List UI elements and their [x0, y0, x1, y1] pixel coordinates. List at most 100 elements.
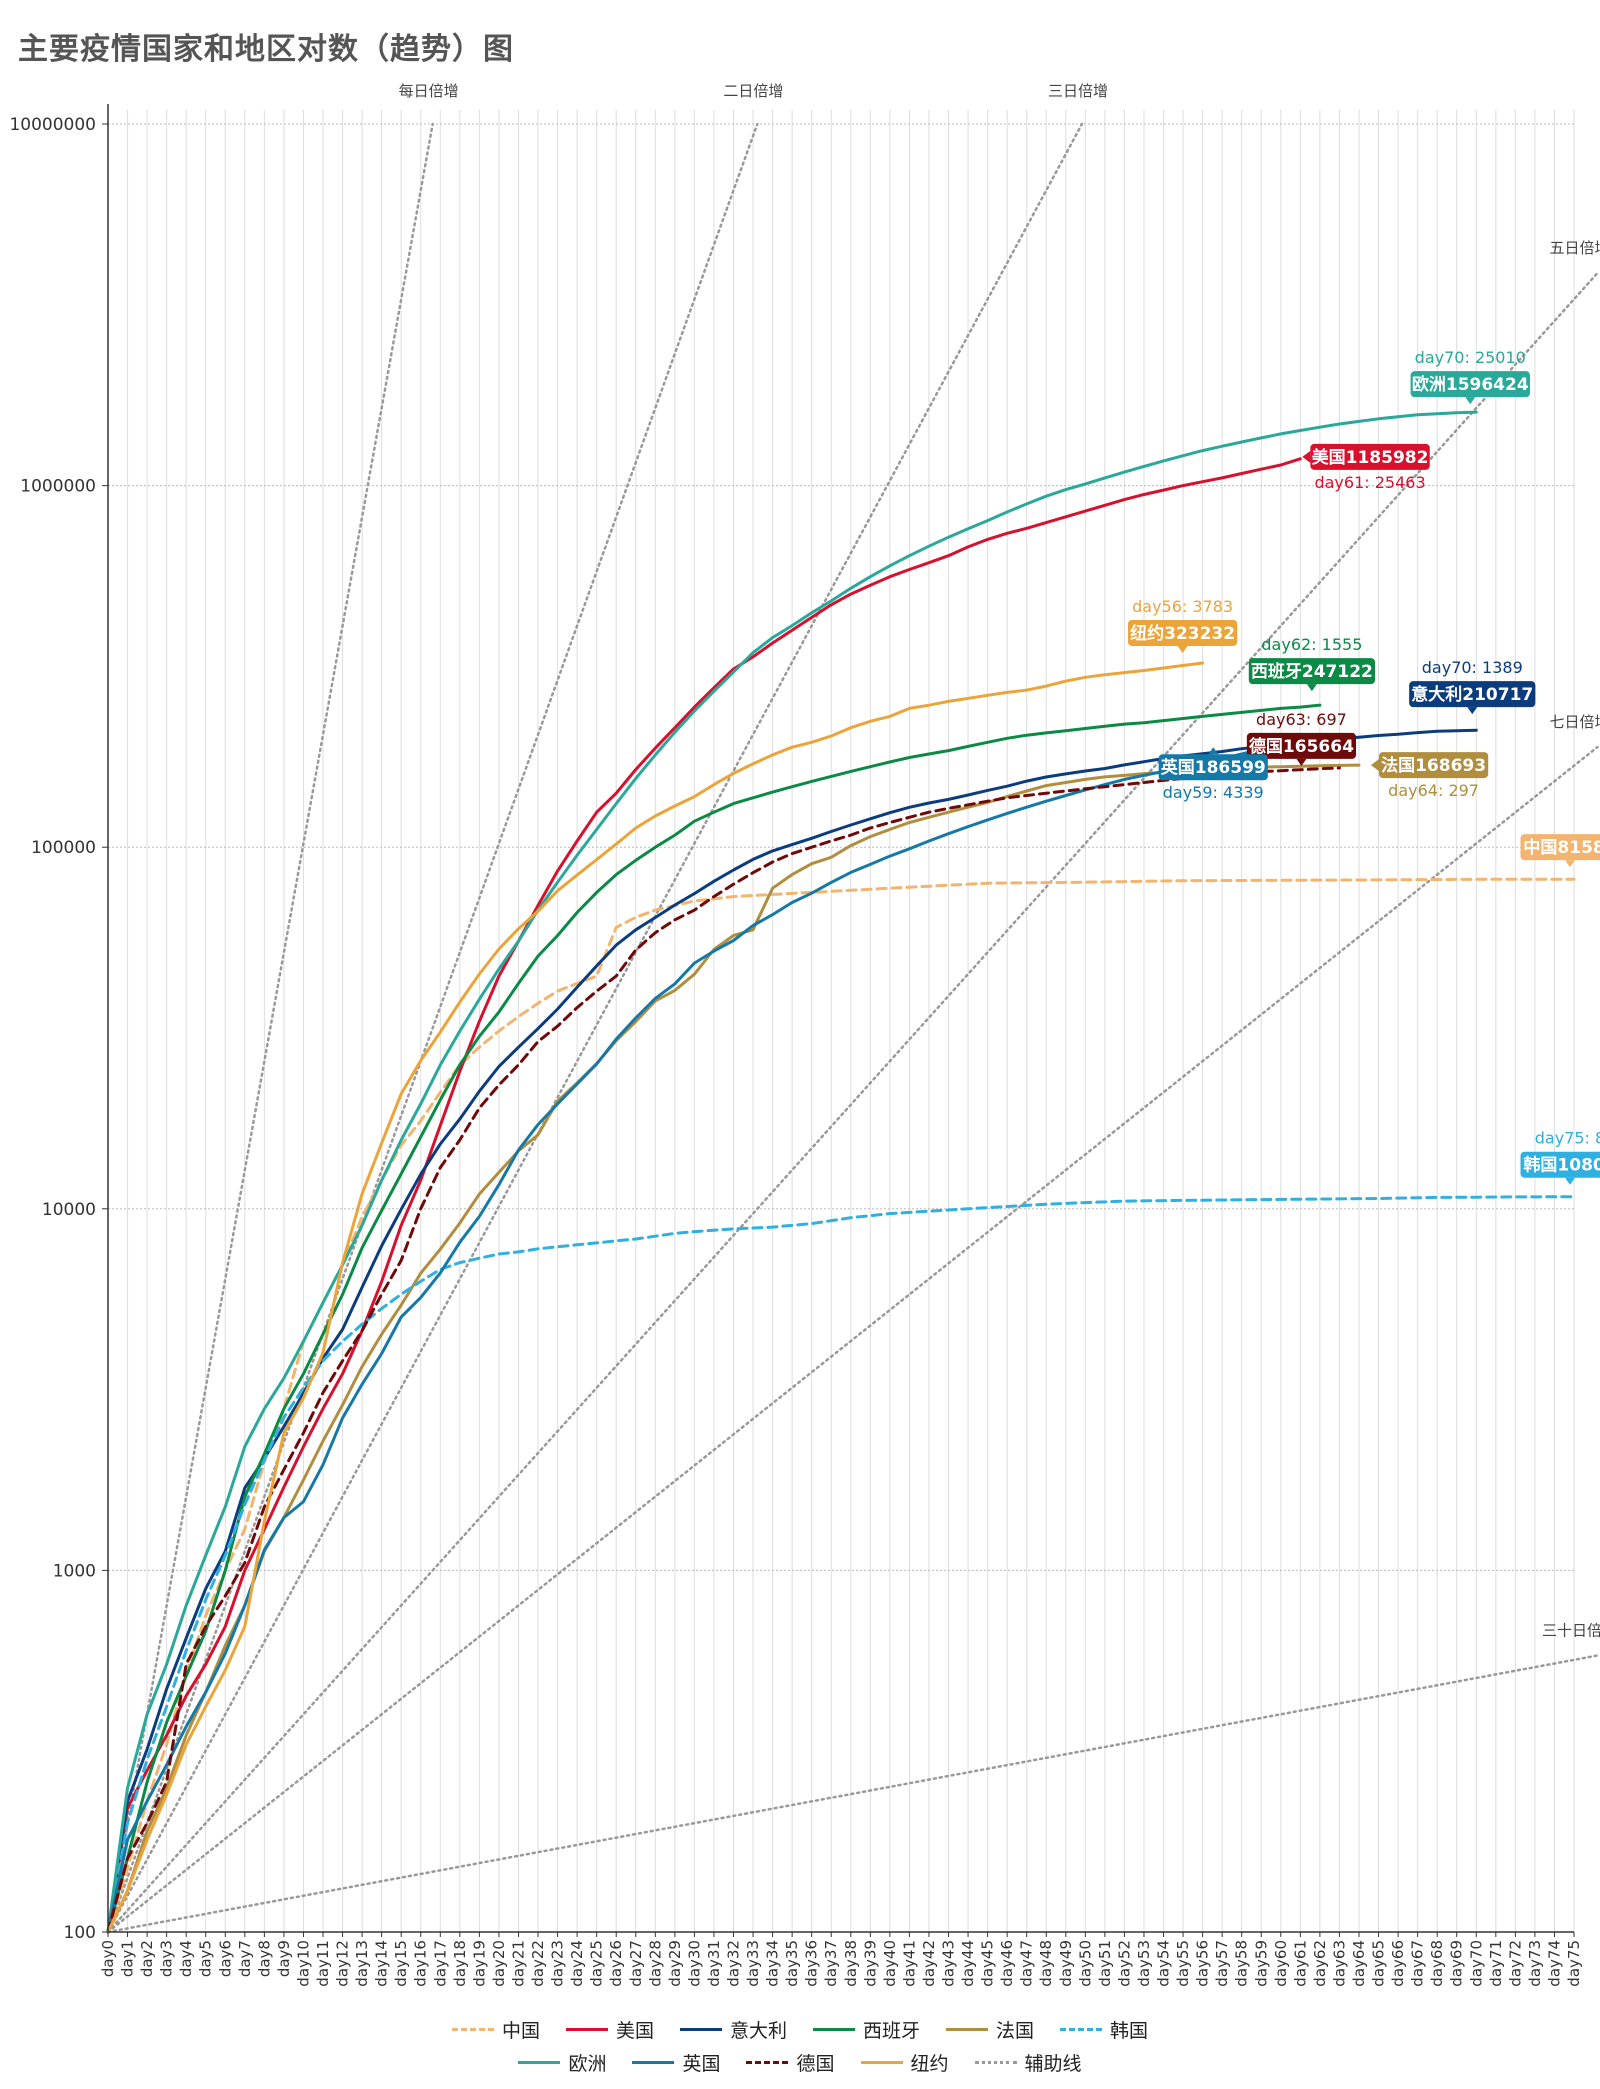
annotation-西班牙: 西班牙247122 day62: 1555 — [1248, 635, 1375, 692]
x-tick-label: day10 — [294, 1940, 312, 1987]
annotation-badge-label: 英国186599 — [1161, 757, 1266, 778]
x-tick-label: day2 — [138, 1940, 156, 1977]
annotation-badge — [1310, 443, 1430, 470]
annotation-badge-label: 韩国10801 — [1523, 1155, 1600, 1176]
x-tick-label: day0 — [99, 1940, 117, 1977]
x-tick-label: day42 — [920, 1940, 938, 1987]
legend-swatch — [813, 2028, 855, 2031]
x-tick-label: day19 — [470, 1940, 488, 1987]
annotation-纽约: 纽约323232 day56: 3783 — [1128, 597, 1238, 653]
annotation-badge — [1520, 1151, 1600, 1178]
reference-line — [106, 122, 434, 1934]
annotation-欧洲: 欧洲1596424 day70: 25010 — [1410, 348, 1530, 405]
x-tick-label: day75 — [1565, 1940, 1583, 1987]
annotation-pointer — [1565, 1177, 1575, 1185]
x-tick-label: day72 — [1506, 1940, 1524, 1987]
x-tick-label: day43 — [940, 1940, 958, 1987]
annotation-pointer — [1302, 450, 1311, 463]
x-tick-label: day27 — [627, 1940, 645, 1987]
legend-swatch — [860, 2061, 903, 2064]
legend-row-1: 中国 美国 意大利 西班牙 法国 韩国 — [0, 2016, 1600, 2043]
reference-line — [106, 122, 759, 1934]
legend-label: 意大利 — [729, 2020, 787, 2042]
legend-item: 西班牙 — [813, 2016, 920, 2043]
annotation-note: day70: 25010 — [1415, 348, 1526, 367]
series-lines — [106, 410, 1576, 1934]
x-tick-label: day64 — [1350, 1940, 1368, 1987]
series-line-中国 — [106, 877, 1576, 1934]
legend-item: 美国 — [565, 2016, 654, 2043]
x-tick-label: day23 — [549, 1940, 567, 1987]
x-tick-label: day24 — [568, 1940, 586, 1987]
x-tick-label: day53 — [1135, 1940, 1153, 1987]
reference-line — [106, 122, 1084, 1934]
x-tick-label: day52 — [1115, 1940, 1133, 1987]
annotation-badge-label: 法国168693 — [1381, 755, 1486, 776]
x-tick-label: day59 — [1252, 1940, 1270, 1987]
x-tick-label: day13 — [353, 1940, 371, 1987]
annotation-pointer — [1208, 747, 1219, 755]
annotation-pointer — [1467, 707, 1478, 715]
series-line-英国 — [106, 747, 1263, 1934]
x-tick-label: day44 — [959, 1940, 977, 1987]
x-tick-label: day3 — [158, 1940, 176, 1977]
x-tick-label: day61 — [1291, 1940, 1309, 1987]
legend-item: 中国 — [451, 2016, 540, 2043]
reference-line-label: 五日倍增 — [1549, 239, 1600, 257]
x-tick-label: day69 — [1448, 1940, 1466, 1987]
reference-lines: 每日倍增 二日倍增 三日倍增五日倍增七日倍增三十日倍增 — [106, 82, 1600, 1934]
x-tick-label: day36 — [803, 1940, 821, 1987]
x-tick-label: day17 — [431, 1940, 449, 1987]
legend-swatch — [565, 2028, 608, 2031]
x-tick-label: day8 — [255, 1940, 273, 1977]
reference-line-label: 每日倍增 — [399, 82, 459, 100]
x-tick-label: day74 — [1545, 1940, 1563, 1987]
x-tick-label: day28 — [646, 1940, 664, 1987]
chart-title: 主要疫情国家和地区对数（趋势）图 — [18, 32, 514, 67]
x-tick-label: day12 — [334, 1940, 352, 1987]
legend-swatch — [974, 2061, 1017, 2064]
legend-item: 意大利 — [679, 2016, 787, 2043]
series-line-美国 — [106, 457, 1302, 1934]
annotation-badge — [1378, 752, 1489, 779]
x-tick-label: day48 — [1037, 1940, 1055, 1987]
x-tick-label: day22 — [529, 1940, 547, 1987]
grid-layer — [107, 110, 1575, 1933]
annotation-badge-label: 中国81589 — [1523, 837, 1600, 858]
series-line-韩国 — [106, 1195, 1576, 1934]
x-tick-label: day39 — [861, 1940, 879, 1987]
reference-line-label: 三十日倍增 — [1542, 1622, 1600, 1640]
legend-label: 法国 — [996, 2020, 1035, 2042]
x-tick-label: day15 — [392, 1940, 410, 1987]
legend-item: 纽约 — [860, 2049, 949, 2076]
x-tick-label: day65 — [1370, 1940, 1388, 1987]
series-line-欧洲 — [106, 410, 1478, 1934]
annotation-note: day61: 25463 — [1314, 473, 1425, 492]
x-tick-label: day4 — [177, 1940, 195, 1977]
x-tick-label: day6 — [216, 1940, 234, 1977]
y-tick-label: 1000 — [53, 1561, 96, 1581]
y-tick-label: 1000000 — [20, 477, 96, 497]
annotation-badge-label: 纽约323232 — [1130, 623, 1235, 644]
legend-label: 辅助线 — [1024, 2053, 1082, 2075]
annotation-pointer — [1306, 684, 1317, 692]
series-line-纽约 — [106, 661, 1205, 1934]
annotation-中国: 中国81589 — [1520, 834, 1600, 868]
annotation-note: day63: 697 — [1256, 710, 1347, 729]
annotation-pointer — [1177, 645, 1188, 653]
x-tick-label: day37 — [822, 1940, 840, 1987]
reference-line-label: 七日倍增 — [1549, 713, 1600, 731]
reference-line — [106, 1654, 1599, 1934]
annotation-note: day59: 4339 — [1163, 783, 1264, 802]
x-tick-label: day51 — [1096, 1940, 1114, 1987]
annotation-法国: 法国168693 day64: 297 — [1370, 752, 1489, 800]
y-tick-label: 10000 — [42, 1200, 96, 1220]
annotation-美国: 美国1185982 day61: 25463 — [1302, 443, 1430, 492]
annotation-badge-label: 西班牙247122 — [1251, 662, 1373, 682]
x-tick-label: day1 — [119, 1940, 137, 1977]
x-tick-label: day25 — [588, 1940, 606, 1987]
x-tick-label: day38 — [842, 1940, 860, 1987]
legend-swatch — [746, 2061, 789, 2064]
legend-swatch — [1060, 2028, 1103, 2031]
legend-label: 韩国 — [1110, 2020, 1149, 2042]
